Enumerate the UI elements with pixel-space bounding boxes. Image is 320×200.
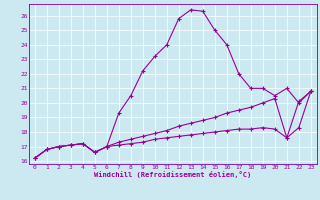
X-axis label: Windchill (Refroidissement éolien,°C): Windchill (Refroidissement éolien,°C) xyxy=(94,171,252,178)
